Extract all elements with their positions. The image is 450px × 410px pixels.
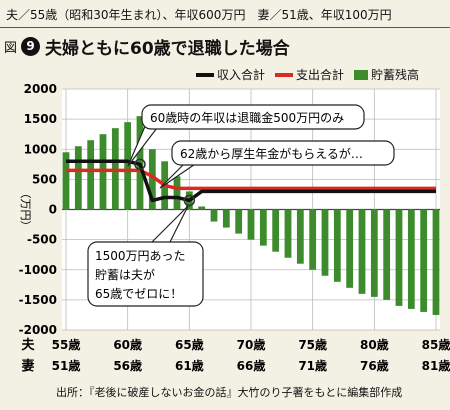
savings-bar (235, 209, 243, 234)
legend-swatch-income (196, 72, 214, 77)
savings-bar (259, 209, 267, 246)
callout-text-3: 1500万円あった貯蓄は夫が 65歳でゼロに！ (95, 249, 186, 301)
callout-text-3-line: 65歳でゼロに！ (95, 287, 182, 301)
savings-bar (173, 176, 181, 210)
savings-bar (284, 209, 292, 258)
y-tick-label: 1500 (24, 112, 57, 126)
income-line (66, 159, 436, 203)
y-tick-label: -1000 (19, 263, 57, 277)
x-tick-label: 81歳 (422, 358, 450, 373)
marker-circle-65 (183, 194, 196, 207)
savings-bar (210, 209, 218, 222)
savings-bar (272, 209, 280, 252)
conditions-text: 夫／55歳（昭和30年生まれ）、年収600万円 妻／51歳、年収100万円 (6, 8, 392, 22)
savings-bar (148, 149, 156, 210)
x-tick-label: 60歳 (113, 337, 142, 352)
callout-tail-1 (127, 123, 161, 167)
callout-tail-3 (147, 205, 189, 247)
figure-prefix: 図 (4, 41, 18, 56)
savings-bar (296, 209, 304, 264)
savings-bar (395, 209, 403, 306)
source-note: 出所：『老後に破産しないお金の話』大竹のり子著をもとに編集部作成 (56, 386, 403, 399)
callout-box-3 (87, 241, 204, 307)
x-row-label-wife: 妻 (21, 358, 34, 374)
legend-label-savings: 貯蓄残高 (371, 68, 420, 82)
legend-label-income: 収入合計 (217, 68, 266, 82)
savings-bar (407, 209, 415, 309)
callout-text-1: 60歳時の年収は退職金500万円のみ (150, 110, 344, 125)
x-tick-label: 70歳 (237, 337, 266, 352)
callout-text-3-line: 1500万円あった (95, 249, 186, 263)
legend-swatch-savings (354, 69, 369, 80)
x-tick-label: 76歳 (360, 358, 389, 373)
x-tick-label: 75歳 (298, 337, 327, 352)
savings-bar (87, 140, 95, 210)
legend-label-expense: 支出合計 (296, 68, 345, 82)
x-tick-label: 66歳 (237, 358, 266, 373)
y-axis-label: （万円） (19, 188, 32, 232)
savings-bar (222, 209, 230, 228)
savings-bar (198, 206, 206, 210)
savings-bar (370, 209, 378, 297)
y-tick-label: 0 (49, 203, 57, 217)
x-tick-label: 56歳 (113, 358, 142, 373)
savings-bar (62, 152, 70, 210)
chart-title-row: 図 9 夫婦ともに60歳で退職した場合 (4, 34, 290, 59)
x-tick-label: 80歳 (360, 337, 389, 352)
y-tick-label: 1000 (24, 142, 57, 156)
legend-item-income: 収入合計 (196, 66, 265, 83)
callout-box-2 (171, 140, 395, 166)
y-tick-label: -1500 (19, 293, 57, 307)
y-tick-label: -500 (27, 233, 57, 247)
callout-box-1 (141, 104, 365, 130)
savings-bar (247, 209, 255, 240)
x-row-label-husband: 夫 (21, 337, 35, 353)
y-tick-label: 500 (32, 172, 57, 186)
savings-bar (383, 209, 391, 300)
callout-text-3-line: 貯蓄は夫が (95, 267, 155, 282)
x-tick-label: 85歳 (422, 337, 450, 352)
x-tick-label: 71歳 (298, 358, 327, 373)
savings-bar (358, 209, 366, 294)
x-tick-label: 51歳 (52, 358, 81, 373)
savings-bar (74, 146, 82, 210)
legend-swatch-expense (275, 72, 294, 77)
savings-bar (420, 209, 428, 312)
legend-item-savings: 貯蓄残高 (354, 66, 419, 83)
callout-text-2: 62歳から厚生年金がもらえるが… (180, 146, 363, 161)
chart-title: 夫婦ともに60歳で退職した場合 (45, 39, 290, 59)
y-tick-label: 2000 (24, 82, 57, 96)
x-tick-label: 55歳 (52, 337, 81, 352)
savings-bar (309, 209, 317, 270)
header-divider (0, 27, 450, 28)
legend-item-expense: 支出合計 (275, 66, 344, 83)
y-tick-label: -2000 (19, 323, 57, 337)
chart-legend: 収入合計 支出合計 貯蓄残高 (196, 66, 429, 83)
savings-bar (346, 209, 354, 288)
savings-bar (333, 209, 341, 282)
figure-number-badge: 9 (21, 37, 41, 56)
savings-bar (432, 209, 440, 315)
x-tick-label: 61歳 (175, 358, 204, 373)
savings-bar (321, 209, 329, 276)
x-tick-label: 65歳 (175, 337, 204, 352)
expense-line (66, 168, 436, 191)
marker-circle-60 (134, 158, 146, 171)
